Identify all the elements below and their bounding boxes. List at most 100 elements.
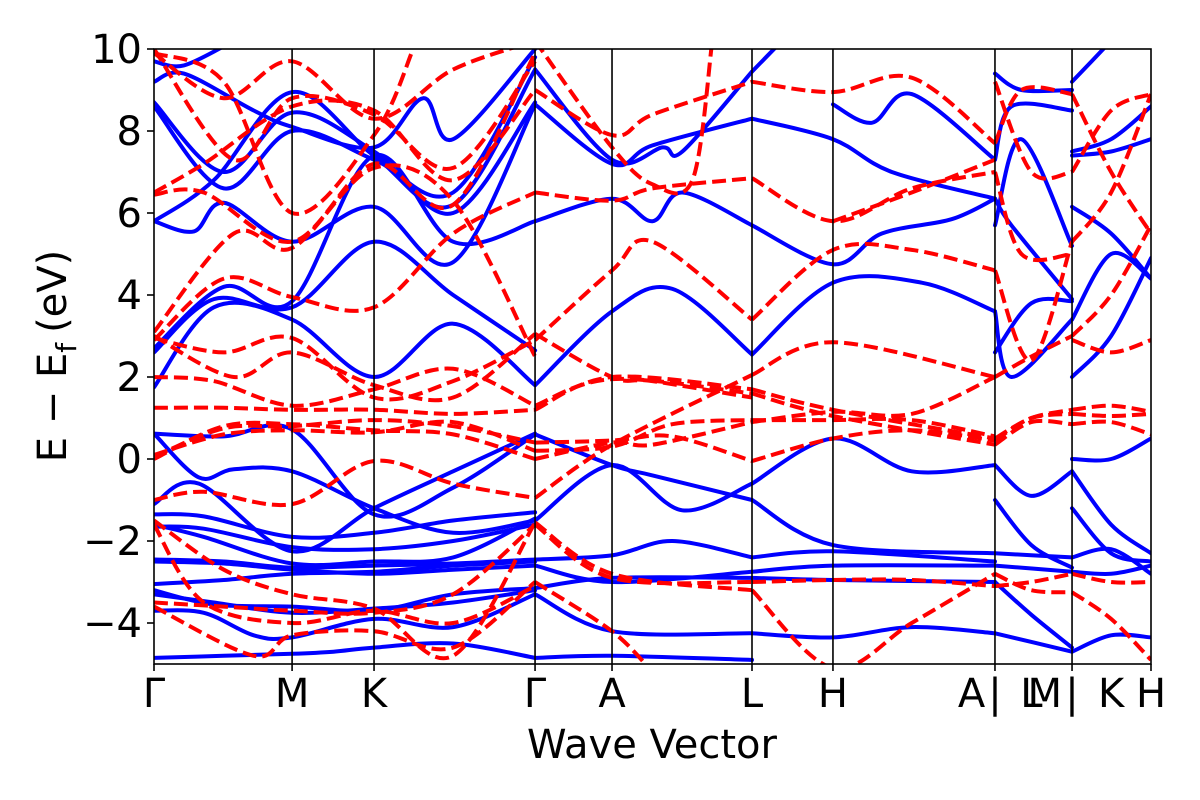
dashed-band-20 bbox=[534, 420, 753, 461]
solid-band-20 bbox=[154, 49, 538, 151]
dashed-band-3 bbox=[154, 580, 537, 659]
solid-band-44 bbox=[993, 463, 1074, 498]
solid-band-67 bbox=[1070, 436, 1151, 463]
x-tick-label-3: Γ bbox=[524, 671, 547, 717]
x-tick-label-5: L bbox=[741, 671, 764, 717]
dashed-band-59 bbox=[1070, 590, 1151, 662]
y-tick-label-0: −4 bbox=[83, 601, 142, 647]
solid-band-42 bbox=[750, 49, 777, 74]
dashed-band-14 bbox=[154, 52, 537, 244]
y-axis-title-subscript: f bbox=[50, 342, 83, 353]
dashed-band-64 bbox=[1071, 338, 1151, 355]
solid-band-3 bbox=[154, 586, 538, 614]
solid-band-41 bbox=[750, 116, 997, 201]
dashed-band-47 bbox=[993, 418, 1073, 447]
solid-band-16 bbox=[154, 102, 538, 267]
y-tick-label-4: 4 bbox=[117, 273, 142, 319]
dashed-band-48 bbox=[993, 411, 1073, 443]
dashed-band-10 bbox=[154, 334, 536, 402]
dashed-band-57 bbox=[1071, 419, 1151, 437]
solid-band-15 bbox=[154, 152, 538, 351]
dashed-band-40 bbox=[751, 577, 996, 589]
dashed-band-43 bbox=[751, 73, 997, 145]
solid-band-56 bbox=[1070, 469, 1151, 556]
solid-band-18 bbox=[154, 100, 538, 216]
solid-band-22 bbox=[533, 463, 754, 523]
dashed-band-42 bbox=[751, 170, 996, 224]
dashed-band-0 bbox=[154, 523, 537, 616]
solid-band-39 bbox=[750, 274, 997, 357]
y-axis-title: E − Ef (eV) bbox=[30, 250, 83, 463]
x-tick-label-4: A bbox=[598, 671, 626, 717]
solid-band-29 bbox=[533, 284, 754, 388]
solid-band-31 bbox=[533, 102, 754, 168]
solid-band-65 bbox=[1070, 137, 1151, 158]
x-tick-label-7: A bbox=[958, 671, 986, 717]
x-tick-label-8: | bbox=[988, 671, 1001, 717]
dashed-band-2 bbox=[154, 518, 537, 661]
dashed-band-26 bbox=[534, 332, 753, 400]
solid-band-30 bbox=[533, 190, 754, 228]
dashed-band-38 bbox=[751, 428, 996, 463]
dashed-band-28 bbox=[533, 522, 753, 586]
solid-bands-group bbox=[154, 49, 1151, 662]
dashed-band-1 bbox=[154, 523, 536, 626]
dashed-band-53 bbox=[993, 85, 1073, 145]
dashed-band-62 bbox=[1070, 93, 1151, 235]
solid-band-5 bbox=[154, 559, 538, 576]
dashed-band-54 bbox=[993, 81, 1073, 181]
solid-band-8 bbox=[154, 522, 538, 552]
y-axis-title-main: E − E bbox=[30, 353, 76, 463]
x-tick-label-13: H bbox=[1136, 671, 1166, 717]
dashed-band-32 bbox=[538, 49, 714, 196]
x-tick-label-10: M bbox=[1028, 671, 1063, 717]
solid-band-57 bbox=[1070, 506, 1151, 564]
solid-band-32 bbox=[533, 67, 754, 166]
x-axis: Γ M K Γ A L H A | LM | K H bbox=[143, 664, 1166, 717]
y-tick-label-5: 6 bbox=[117, 191, 142, 237]
solid-band-61 bbox=[1070, 256, 1151, 379]
dashed-band-13 bbox=[154, 163, 537, 358]
solid-band-47 bbox=[993, 563, 1074, 574]
solid-band-34 bbox=[750, 498, 997, 556]
dashed-band-9 bbox=[154, 366, 536, 408]
dashed-band-12 bbox=[154, 190, 536, 342]
dashed-band-61 bbox=[1070, 93, 1151, 243]
dashed-band-25 bbox=[533, 237, 754, 342]
dashed-band-63 bbox=[1070, 92, 1151, 174]
solid-band-11 bbox=[154, 431, 538, 535]
x-tick-label-1: M bbox=[275, 671, 310, 717]
solid-band-6 bbox=[154, 557, 538, 570]
solid-band-21 bbox=[154, 49, 223, 69]
solid-band-46 bbox=[993, 551, 1074, 560]
dashed-band-39 bbox=[750, 572, 997, 664]
dashed-band-33 bbox=[751, 340, 996, 379]
x-axis-title: Wave Vector bbox=[527, 722, 778, 768]
solid-band-45 bbox=[993, 498, 1074, 570]
y-tick-label-2: 0 bbox=[117, 437, 142, 483]
solid-band-25 bbox=[533, 563, 754, 585]
solid-band-33 bbox=[750, 436, 997, 486]
solid-band-7 bbox=[154, 516, 538, 568]
dashed-band-11 bbox=[154, 332, 537, 403]
x-tick-label-0: Γ bbox=[143, 671, 166, 717]
dashed-band-44 bbox=[832, 157, 996, 224]
dashed-band-41 bbox=[750, 241, 996, 322]
solid-band-10 bbox=[154, 431, 538, 554]
dashed-band-16 bbox=[154, 49, 537, 171]
solid-band-40 bbox=[750, 196, 997, 267]
dashed-band-8 bbox=[154, 405, 536, 416]
dashed-band-19 bbox=[533, 373, 753, 500]
solid-band-28 bbox=[533, 653, 754, 662]
dashed-band-37 bbox=[751, 375, 996, 425]
solid-band-14 bbox=[154, 239, 538, 355]
solid-band-23 bbox=[533, 432, 754, 502]
x-tick-label-2: K bbox=[361, 671, 389, 717]
dashed-band-56 bbox=[1071, 403, 1151, 414]
x-tick-label-9: L bbox=[1020, 671, 1043, 717]
solid-band-9 bbox=[154, 510, 538, 540]
solid-band-66 bbox=[1070, 49, 1107, 84]
y-tick-label-3: 2 bbox=[117, 355, 142, 401]
dashed-band-49 bbox=[994, 571, 1073, 595]
dashed-band-35 bbox=[751, 391, 996, 447]
